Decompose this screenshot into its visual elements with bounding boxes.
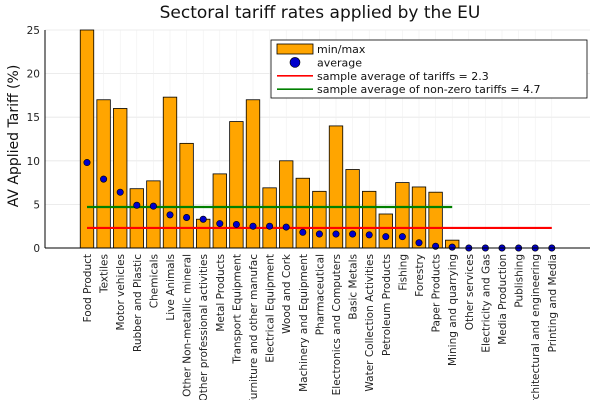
x-tick-label: Publishing [514,254,526,308]
x-tick-label: Paper Products [431,254,443,332]
x-tick-label: Live Animals [165,254,177,321]
bar [295,177,310,249]
x-tick-label: Electricity and Gas [480,254,492,353]
x-tick-label: Rubber and Plastic [132,254,144,352]
y-axis-title: AV Applied Tariff (%) [6,65,22,208]
x-tick-label: Other Non-metallic mineral [182,254,194,397]
average-point [166,211,174,219]
average-point [365,231,373,239]
x-tick-label: Media Production [497,254,509,345]
average-point [266,222,274,230]
average-point [216,220,224,228]
y-tick-label: 25 [27,25,40,37]
average-point [249,222,257,230]
x-tick-label: Textiles [99,254,111,294]
x-tick-label: Furniture and other manufac [248,254,260,400]
axes [44,30,590,249]
bar [279,160,294,249]
bar [179,142,194,249]
y-tick-label: 20 [27,69,40,81]
legend-label: sample average of tariffs = 2.3 [317,70,489,83]
x-tick-label: Machinery and Equipment [298,254,310,392]
average-point [382,233,390,241]
average-point [232,220,240,228]
bar [129,188,144,249]
y-tick-label: 15 [27,112,40,124]
x-tick-label: Food Product [82,254,94,322]
average-point [349,230,357,238]
average-point [332,230,340,238]
average-point [199,215,207,223]
x-tick-label: Electronics and Computers [331,254,343,395]
average-point [448,243,456,251]
bar [96,99,111,249]
legend-label: sample average of non-zero tariffs = 4.7 [317,83,540,96]
x-tick-label: Other services [464,254,476,330]
legend-swatch-point [289,57,301,68]
legend-swatch-bar [276,43,314,55]
average-point [100,175,108,183]
x-tick-label: Water Collection Activities [364,254,376,392]
x-tick-label: Other professional activities [198,254,210,400]
x-tick-label: Transport Equipment [231,254,243,365]
x-tick-label: Basic Metals [348,254,360,320]
average-point [282,223,290,231]
legend-box [270,39,588,99]
average-point [315,230,323,238]
x-tick-label: Motor vehicles [115,254,127,331]
y-tick-label: 0 [33,243,40,255]
legend-label: min/max [317,43,366,56]
average-point [398,233,406,241]
x-tick-label: Metal Products [215,254,227,332]
bar [362,190,377,249]
average-point [83,159,91,167]
average-point [415,239,423,247]
x-tick-label: Chemicals [148,254,160,308]
x-tick-label: Petroleum Products [381,254,393,356]
bar [312,190,327,249]
bar [411,186,427,249]
average-point [149,202,157,210]
average-point [133,201,141,209]
bar [262,187,277,249]
y-tick-label: 10 [27,156,40,168]
x-tick-label: Architectural and engineering [530,254,542,400]
x-tick-label: Mining and quarrying [447,254,459,366]
x-tick-label: Electrical Equipment [265,254,277,363]
bar [79,29,95,249]
x-tick-label: Wood and Cork [281,253,293,334]
bar [146,180,161,249]
x-tick-label: Printing and Media [547,254,559,352]
bar [212,173,227,249]
average-point [183,213,191,221]
reference-lines [87,205,552,230]
y-tick-label: 5 [33,199,40,211]
x-tick-label: Fishing [397,254,409,291]
y-tick-labels: 0 5 10 15 20 25 [27,25,40,255]
bar [196,218,211,249]
x-tick-labels: Food Product Textiles Motor vehicles Rubber… [82,253,559,400]
bar [378,213,393,249]
chart-title: Sectoral tariff rates applied by the EU [160,3,481,23]
legend-label: average [317,56,362,69]
bar [428,191,443,249]
x-tick-label: Forestry [414,254,426,297]
bar [328,125,344,249]
average-points [83,159,556,252]
average-point [116,188,124,196]
average-point [299,228,307,236]
x-tick-label: Pharmaceutical [314,254,326,335]
bar [162,96,178,249]
